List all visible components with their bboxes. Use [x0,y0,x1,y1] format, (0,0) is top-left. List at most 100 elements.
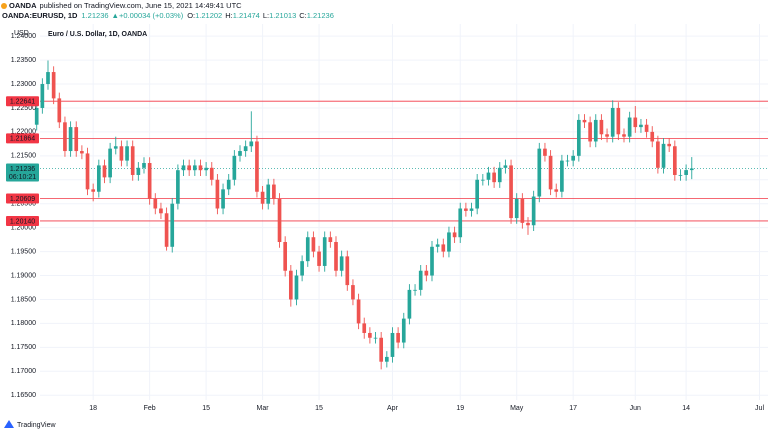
header-line-1: OANDA published on TradingView.com, June … [9,1,242,10]
level-label: 1.21864 [10,136,35,143]
candle-body [627,117,632,137]
candle-body [51,72,56,99]
level-label: 1.20140 [10,218,35,225]
candle-body [294,275,299,300]
candle-body [576,119,581,156]
candle-body [616,107,621,135]
x-tick-label: Jul [755,405,764,412]
candle-body [633,117,638,128]
y-tick-label: 1.23000 [11,81,36,88]
candle-body [102,165,107,178]
candle-body [678,174,683,176]
y-tick-label: 1.20000 [11,224,36,231]
ohlc-value: 1.21013 [269,11,296,20]
x-tick-label: 18 [89,405,97,412]
countdown-label: 06:10:21 [9,174,36,181]
candle-body [46,72,50,85]
level-label: 1.22641 [10,99,35,106]
candle-body [469,208,474,211]
candle-body [300,261,304,276]
y-tick-label: 1.24000 [11,33,36,40]
candle-body [136,167,141,175]
footer-brand: TradingView [17,422,56,429]
candle-body [198,165,203,171]
candle-body [384,356,389,362]
candle-body [667,143,672,147]
last-price: 1.21236 [81,11,108,20]
x-tick-label: Feb [144,405,156,412]
candle-body [226,179,231,190]
y-tick-label: 1.17000 [11,368,36,375]
candle-body [430,246,434,276]
chart-title: Euro / U.S. Dollar, 1D, OANDA [48,31,147,38]
candle-body [192,165,197,171]
candle-body [317,251,321,266]
y-axis-unit: USD [14,30,29,37]
candle-body [520,198,525,223]
candle-body [91,189,96,192]
candle-body [204,167,208,171]
candle-body [497,167,502,183]
ohlc-value: 1.21474 [233,11,260,20]
x-tick-label: 14 [682,405,690,412]
candle-body [458,208,463,238]
candle-body [334,242,338,271]
candle-body [159,208,163,214]
candle-body [305,237,310,262]
axis-labels: 1.16500 1.17000 1.17500 1.18000 1.18500 1.190… [6,33,764,412]
candle-body [85,153,90,190]
candle-body [689,168,694,171]
candle-body [328,237,333,243]
candle-body [610,107,615,137]
candle-body [181,165,186,171]
candle-body [379,337,384,362]
candle-body [531,196,536,226]
candle-body [605,134,609,137]
ohlc-label: O: [187,11,195,20]
candle-body [599,119,604,135]
candle-body [277,198,282,243]
y-tick-label: 1.17500 [11,344,36,351]
candle-body [238,151,242,156]
candle-body [164,213,169,247]
candle-body [113,146,118,149]
candle-body [413,289,417,291]
levels [40,100,768,222]
candle-body [650,131,655,142]
candle-body [390,332,395,357]
x-tick-label: May [510,405,524,412]
x-tick-label: 17 [569,405,577,412]
candle-body [560,160,564,192]
candle-body [266,184,271,204]
candle-body [63,122,67,152]
ohlc-value: 1.21202 [195,11,222,20]
candle-body [452,232,457,238]
level-label-box [6,215,39,226]
candle-body [672,146,677,175]
candle-body [684,170,688,175]
ohlc-label: C: [299,11,307,20]
candle-body [322,237,327,266]
candle-body [486,172,491,180]
publisher: OANDA [9,1,37,10]
candle-body [447,232,451,252]
candle-body [418,270,423,290]
candle-body [492,172,496,183]
candle-body [351,285,355,300]
candle-body [554,189,559,192]
y-tick-label: 1.19500 [11,248,36,255]
candle-body [288,270,293,300]
ohlc-value: 1.21236 [307,11,334,20]
candle-body [339,256,344,271]
x-tick-label: Apr [387,405,399,412]
published: published on TradingView.com, June 15, 2… [40,1,243,10]
candle-body [272,184,276,199]
candle-body [526,222,530,226]
footer: TradingView [4,420,56,429]
y-tick-label: 1.19000 [11,272,36,279]
candle-body [232,155,237,180]
candle-body [249,141,254,147]
candle-body [401,318,406,343]
